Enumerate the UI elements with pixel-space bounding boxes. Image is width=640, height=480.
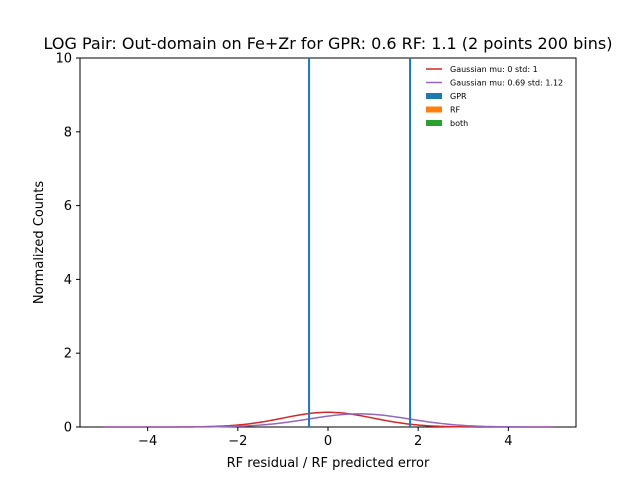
legend-label-both: both: [450, 119, 468, 128]
legend-label-gaussian-mu-0-69-std-1-12: Gaussian mu: 0.69 std: 1.12: [450, 79, 563, 88]
legend-swatch-gpr: [426, 93, 442, 99]
legend-swatch-both: [426, 120, 442, 126]
y-tick-label: 10: [55, 52, 72, 67]
x-tick-label: −4: [138, 434, 157, 449]
x-tick-label: 0: [324, 434, 332, 449]
data-marks: [102, 58, 554, 428]
chart-title: LOG Pair: Out-domain on Fe+Zr for GPR: 0…: [44, 34, 613, 53]
y-tick-label: 8: [64, 125, 72, 140]
gpr-bar-1: [308, 58, 311, 427]
plot-area-frame: [79, 57, 577, 428]
x-tick-label: 2: [414, 434, 422, 449]
legend: Gaussian mu: 0 std: 1 Gaussian mu: 0.69 s…: [426, 65, 563, 128]
x-tick-label: 4: [504, 434, 512, 449]
y-axis-ticks: 0 2 4 6 8 10: [55, 52, 80, 436]
y-tick-label: 0: [64, 421, 72, 436]
x-tick-label: −2: [228, 434, 247, 449]
x-axis-ticks: −4 −2 0 2 4: [138, 427, 513, 449]
gaussian-curve-1: [102, 411, 554, 428]
x-axis-label: RF residual / RF predicted error: [227, 456, 430, 471]
legend-label-gpr: GPR: [450, 92, 467, 101]
legend-swatch-rf: [426, 106, 442, 113]
y-tick-label: 6: [64, 199, 72, 214]
y-tick-label: 4: [64, 273, 72, 288]
legend-label-rf: RF: [450, 106, 461, 115]
legend-label-gaussian-mu-0-std-1: Gaussian mu: 0 std: 1: [450, 65, 538, 74]
y-tick-label: 2: [64, 347, 72, 362]
gpr-bar-2: [409, 58, 412, 427]
y-axis-label: Normalized Counts: [32, 181, 47, 304]
gaussian-curve-2: [102, 413, 554, 428]
